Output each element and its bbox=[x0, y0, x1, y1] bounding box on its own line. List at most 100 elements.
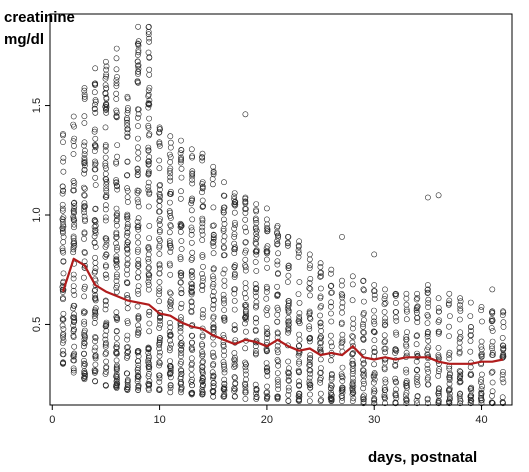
data-point bbox=[456, 302, 463, 308]
data-point bbox=[189, 154, 195, 161]
data-point bbox=[285, 384, 292, 391]
data-point bbox=[60, 218, 66, 225]
data-point bbox=[156, 157, 163, 164]
data-point bbox=[103, 94, 110, 101]
data-point bbox=[392, 347, 399, 353]
data-point bbox=[135, 283, 142, 289]
data-point bbox=[339, 384, 346, 391]
data-point bbox=[156, 242, 163, 249]
data-point bbox=[167, 215, 174, 221]
data-point bbox=[457, 305, 464, 312]
data-point bbox=[177, 220, 184, 227]
data-point bbox=[188, 288, 195, 295]
data-point bbox=[307, 370, 314, 377]
data-point bbox=[392, 290, 399, 297]
data-point bbox=[91, 223, 98, 230]
data-point bbox=[199, 254, 206, 260]
data-point bbox=[275, 234, 281, 241]
data-point bbox=[306, 335, 313, 341]
data-point bbox=[82, 373, 88, 380]
data-point bbox=[81, 87, 88, 94]
data-point bbox=[178, 165, 185, 172]
data-point bbox=[59, 315, 66, 322]
data-point bbox=[242, 364, 249, 371]
data-point bbox=[166, 238, 173, 244]
data-point bbox=[413, 367, 420, 374]
data-point bbox=[92, 315, 99, 321]
data-point bbox=[252, 289, 259, 296]
data-point bbox=[113, 234, 120, 240]
data-point bbox=[60, 168, 67, 175]
data-point bbox=[146, 360, 152, 367]
data-point bbox=[177, 254, 184, 261]
data-point bbox=[221, 300, 227, 307]
data-point bbox=[275, 386, 281, 392]
data-point bbox=[382, 359, 388, 366]
data-point bbox=[91, 288, 98, 294]
data-point bbox=[499, 342, 506, 349]
data-point bbox=[499, 312, 506, 318]
data-point bbox=[263, 289, 270, 295]
data-point bbox=[456, 335, 463, 342]
data-point bbox=[306, 367, 313, 374]
data-point bbox=[178, 342, 185, 349]
data-point bbox=[361, 329, 367, 336]
data-point bbox=[178, 346, 185, 353]
data-point bbox=[467, 392, 474, 399]
data-point bbox=[500, 324, 507, 330]
data-point bbox=[167, 154, 174, 161]
data-point bbox=[296, 336, 303, 343]
data-point bbox=[489, 388, 496, 395]
data-point bbox=[382, 338, 389, 344]
data-point bbox=[306, 265, 313, 271]
data-point bbox=[114, 142, 121, 148]
x-tick-label: 10 bbox=[153, 414, 165, 426]
data-point bbox=[296, 238, 302, 245]
data-point bbox=[134, 171, 141, 178]
data-point bbox=[124, 332, 131, 339]
data-point bbox=[135, 224, 142, 230]
data-point bbox=[156, 352, 163, 359]
data-point bbox=[306, 338, 313, 345]
data-point bbox=[425, 344, 432, 351]
data-point bbox=[350, 315, 357, 322]
data-point bbox=[478, 343, 485, 350]
data-point bbox=[124, 350, 131, 356]
data-point bbox=[113, 177, 119, 183]
data-point bbox=[135, 382, 142, 389]
data-point bbox=[296, 378, 302, 385]
data-point bbox=[381, 332, 388, 339]
data-point bbox=[114, 380, 120, 386]
data-point bbox=[59, 226, 66, 232]
data-point bbox=[103, 275, 110, 281]
data-point bbox=[231, 306, 238, 313]
data-point bbox=[285, 358, 292, 365]
data-point bbox=[71, 350, 78, 357]
data-point bbox=[81, 166, 88, 173]
data-point bbox=[424, 374, 431, 381]
data-point bbox=[156, 372, 162, 379]
data-point bbox=[285, 398, 292, 404]
data-point bbox=[209, 240, 216, 246]
data-point bbox=[91, 89, 98, 96]
data-point bbox=[167, 290, 174, 297]
data-point bbox=[71, 209, 77, 215]
data-point bbox=[102, 271, 109, 278]
data-point bbox=[70, 200, 77, 207]
data-point bbox=[295, 243, 302, 250]
data-point bbox=[59, 322, 66, 329]
data-point bbox=[403, 290, 410, 297]
data-point bbox=[221, 266, 228, 273]
data-point bbox=[167, 133, 174, 140]
data-point bbox=[339, 294, 345, 301]
data-point bbox=[145, 91, 152, 98]
data-point bbox=[134, 165, 141, 172]
data-point bbox=[81, 336, 88, 343]
data-point bbox=[157, 181, 163, 188]
data-point bbox=[414, 373, 421, 380]
data-point bbox=[285, 321, 292, 328]
data-point bbox=[210, 354, 217, 360]
data-point bbox=[81, 170, 87, 177]
data-point bbox=[467, 348, 474, 355]
data-point bbox=[60, 132, 66, 139]
